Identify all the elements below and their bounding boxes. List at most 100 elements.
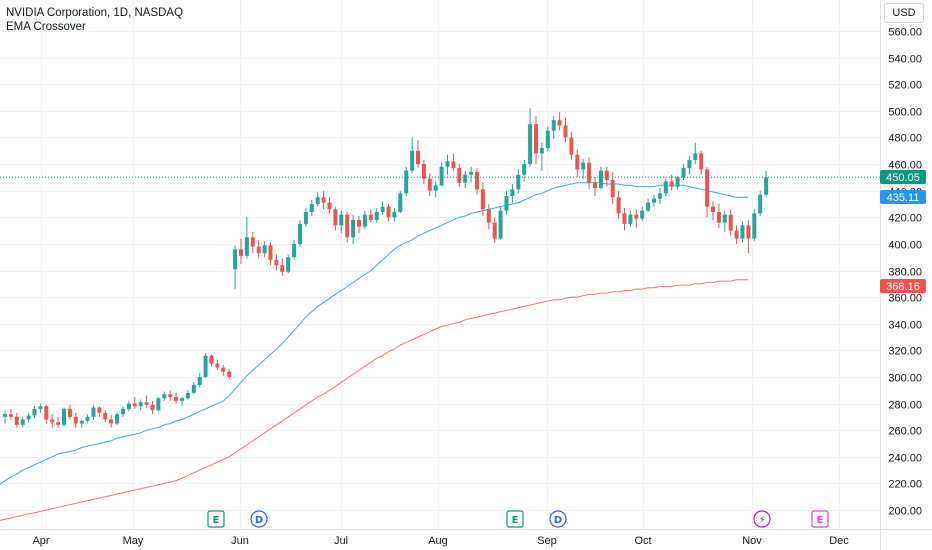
candle-up[interactable] [681,164,686,181]
candle-down[interactable] [357,215,361,234]
candle-up[interactable] [469,166,474,183]
candle-up[interactable] [445,154,450,175]
candle-down[interactable] [486,203,491,230]
candle-up[interactable] [79,419,84,428]
candle-down[interactable] [50,414,55,428]
candle-down[interactable] [563,117,568,143]
candle-down[interactable] [132,396,137,409]
candle-down[interactable] [575,149,580,178]
candle-down[interactable] [168,390,173,401]
price-axis[interactable]: 200.00 220.00 240.00 260.00 280.00 300.00 320.… [888,27,922,518]
candle-up[interactable] [303,207,308,227]
candle-down[interactable] [268,242,273,266]
candle-up[interactable] [197,372,202,388]
candle-down[interactable] [427,173,432,196]
candle-up[interactable] [292,239,297,260]
candle-down[interactable] [416,140,420,169]
candle-up[interactable] [740,221,745,243]
currency-button[interactable]: USD [884,3,924,23]
candle-up[interactable] [410,137,415,174]
candle-up[interactable] [652,194,656,207]
candle-up[interactable] [156,396,161,412]
candle-down[interactable] [386,203,391,222]
candle-down[interactable] [475,168,479,195]
candle-down[interactable] [734,225,739,244]
candle-up[interactable] [758,190,763,216]
candle-down[interactable] [73,412,78,428]
candle-up[interactable] [244,217,249,259]
candle-down[interactable] [634,209,639,228]
candle-up[interactable] [374,207,379,223]
candle-down[interactable] [593,177,597,196]
candle-up[interactable] [539,142,544,171]
split-marker[interactable]: ⚡ [753,510,771,528]
dividend-marker[interactable]: D [250,510,268,528]
candle-up[interactable] [32,406,37,419]
candle-down[interactable] [604,166,609,187]
candle-down[interactable] [327,197,332,214]
candle-down[interactable] [221,364,226,376]
candle-up[interactable] [185,390,190,400]
candle-down[interactable] [280,258,285,276]
candle-down[interactable] [534,116,538,165]
candle-down[interactable] [56,416,61,428]
candle-up[interactable] [85,414,90,424]
candle-up[interactable] [528,108,533,167]
earnings-marker[interactable]: E [207,510,225,528]
candle-down[interactable] [227,368,232,380]
candle-down[interactable] [97,406,102,417]
dividend-marker[interactable]: D [549,510,567,528]
candle-up[interactable] [20,416,25,428]
candle-down[interactable] [616,190,621,219]
candle-up[interactable] [628,210,633,227]
candle-up[interactable] [309,199,314,216]
candle-up[interactable] [121,406,125,417]
candle-down[interactable] [144,395,149,408]
candle-up[interactable] [404,166,409,196]
candle-up[interactable] [38,403,43,413]
candle-up[interactable] [115,412,120,425]
candle-up[interactable] [91,404,96,420]
candle-up[interactable] [315,191,320,207]
candle-down[interactable] [421,160,426,185]
candle-up[interactable] [262,241,267,258]
candle-down[interactable] [716,203,721,228]
candle-down[interactable] [622,207,627,231]
candle-up[interactable] [510,184,515,203]
candle-up[interactable] [752,209,757,242]
candle-up[interactable] [433,181,438,198]
candle-up[interactable] [203,352,208,379]
candle-down[interactable] [67,404,72,420]
candle-up[interactable] [522,160,527,182]
candle-down[interactable] [256,239,261,259]
time-axis[interactable]: Apr May Jun Jul Aug Sep Oct Nov Dec [32,535,849,547]
candle-up[interactable] [138,399,143,411]
candle-up[interactable] [598,166,603,190]
event-markers[interactable]: E D E D ⚡ E [207,510,829,528]
candle-down[interactable] [321,190,326,210]
candle-down[interactable] [239,238,243,264]
candle-down[interactable] [705,166,710,218]
candle-up[interactable] [162,391,167,401]
candle-up[interactable] [504,190,509,215]
candlestick-series[interactable] [3,108,769,428]
future_earnings-marker[interactable]: E [811,510,829,528]
candle-down[interactable] [451,153,456,171]
candle-up[interactable] [439,162,444,187]
candle-up[interactable] [663,178,668,196]
candle-down[interactable] [368,209,373,223]
candle-down[interactable] [8,408,13,420]
candle-up[interactable] [551,116,556,139]
candle-down[interactable] [103,410,108,423]
candle-up[interactable] [640,206,645,222]
candle-up[interactable] [26,412,31,423]
candle-down[interactable] [209,354,214,367]
candle-up[interactable] [693,142,698,165]
candle-up[interactable] [191,382,196,395]
candle-down[interactable] [557,112,562,131]
candle-up[interactable] [286,254,291,274]
candle-down[interactable] [44,404,49,424]
candle-down[interactable] [274,254,279,271]
candle-up[interactable] [498,206,503,240]
